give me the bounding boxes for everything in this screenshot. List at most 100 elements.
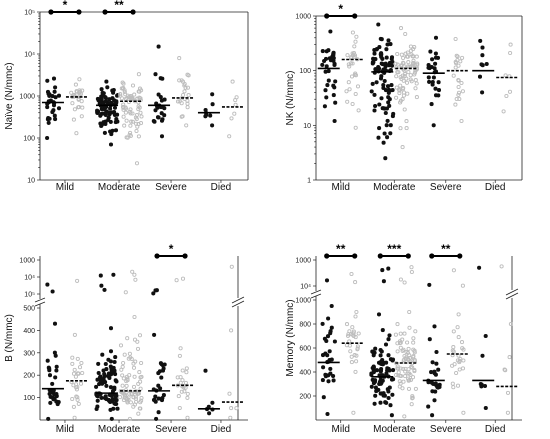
break-gap: [312, 291, 320, 296]
data-point: [331, 373, 336, 379]
data-point: [131, 404, 136, 409]
data-point: [123, 106, 129, 111]
data-point: [480, 90, 485, 95]
data-point: [99, 395, 104, 400]
data-point: [433, 382, 438, 387]
y-tick-label: 10: [303, 123, 311, 130]
data-point: [430, 57, 435, 62]
data-point: [177, 99, 182, 104]
data-point: [129, 119, 134, 124]
category-label: Died: [485, 182, 506, 193]
data-point: [386, 95, 391, 100]
data-point: [94, 384, 99, 389]
data-point: [182, 89, 187, 94]
data-point: [132, 374, 137, 379]
data-point: [108, 359, 113, 364]
data-point: [128, 123, 133, 128]
data-point: [405, 340, 410, 345]
significance-end: [377, 253, 383, 259]
data-point: [77, 77, 82, 82]
data-point: [431, 75, 436, 80]
data-point: [409, 402, 414, 407]
data-point: [98, 273, 103, 278]
data-point: [232, 111, 237, 116]
data-point: [394, 372, 399, 378]
data-point: [112, 359, 117, 365]
data-point: [431, 123, 436, 128]
data-point: [203, 114, 208, 119]
data-point: [177, 56, 182, 61]
data-point: [399, 76, 404, 82]
data-point: [120, 86, 125, 91]
data-point: [103, 110, 108, 116]
data-point: [130, 111, 135, 116]
data-point: [399, 52, 404, 57]
data-point: [332, 61, 337, 66]
data-point: [398, 98, 403, 103]
data-point: [406, 60, 411, 65]
data-point: [394, 95, 399, 100]
data-point: [403, 357, 408, 362]
data-point: [332, 118, 337, 124]
data-point: [460, 55, 465, 60]
y-tick-label: 1: [307, 178, 311, 185]
data-point: [136, 391, 141, 396]
data-point: [98, 121, 103, 126]
data-point: [151, 118, 156, 124]
significance-end: [457, 253, 463, 259]
data-point: [374, 368, 380, 373]
data-point: [156, 396, 161, 401]
data-point: [124, 383, 129, 388]
significance-end: [182, 253, 188, 259]
data-point: [455, 383, 461, 388]
data-point: [156, 92, 161, 97]
data-point: [373, 393, 378, 398]
data-point: [377, 126, 382, 131]
data-point: [483, 405, 488, 411]
y-tick-label: 1000: [295, 258, 311, 265]
data-point: [406, 346, 411, 351]
data-point: [103, 95, 108, 100]
data-point: [456, 90, 462, 95]
data-point: [132, 272, 137, 277]
data-point: [203, 368, 208, 373]
data-point: [94, 406, 99, 412]
data-point: [386, 38, 391, 43]
data-point: [321, 395, 326, 400]
data-point: [356, 331, 361, 336]
data-point: [508, 42, 513, 47]
data-point: [118, 92, 123, 97]
data-point: [134, 399, 139, 404]
data-point: [382, 131, 387, 136]
data-point: [153, 108, 158, 113]
category-label: Mild: [56, 424, 74, 435]
data-point: [398, 83, 403, 88]
data-point: [79, 99, 84, 104]
data-point: [122, 123, 127, 128]
data-point: [182, 83, 187, 88]
data-point: [138, 375, 143, 380]
data-point: [504, 93, 509, 99]
data-point: [348, 332, 353, 337]
data-point: [453, 61, 459, 66]
data-point: [123, 110, 128, 115]
data-point: [401, 55, 406, 61]
data-point: [450, 348, 455, 353]
data-point: [353, 125, 358, 130]
category-label: Moderate: [98, 424, 141, 435]
data-point: [458, 356, 463, 362]
data-point: [386, 337, 391, 342]
data-point: [349, 271, 354, 277]
data-point: [328, 331, 333, 336]
data-point: [409, 269, 414, 275]
data-point: [352, 53, 358, 58]
data-point: [407, 309, 412, 315]
data-point: [380, 378, 385, 383]
data-point: [398, 331, 403, 336]
data-point: [72, 332, 77, 337]
data-point: [136, 89, 141, 94]
data-point: [401, 61, 406, 66]
data-point: [95, 398, 100, 403]
y-tick-label: 200: [23, 373, 35, 380]
